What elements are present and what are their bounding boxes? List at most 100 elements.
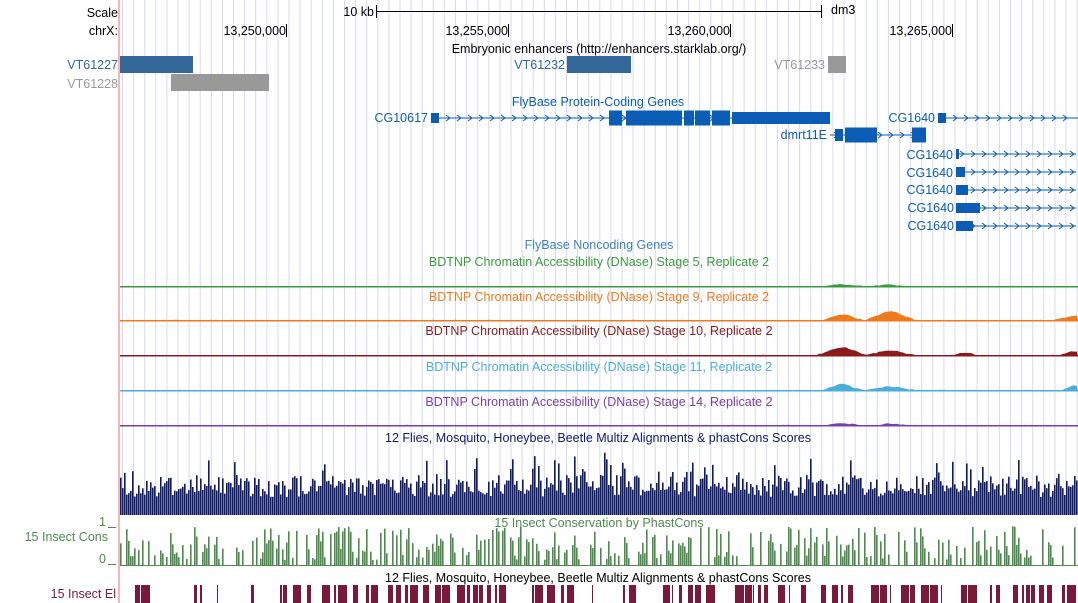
multiz-bar [500,491,502,515]
gene-label-cg1640-2[interactable]: CG1640 [906,148,953,162]
dnase-stage10-title[interactable]: BDTNP Chromatin Accessibility (DNase) St… [425,324,773,338]
phastcons-bar [852,538,854,566]
phastcons-bar [574,535,576,566]
phastcons-track-title[interactable]: 15 Insect Conservation by PhastCons [494,516,704,530]
grid-line [821,0,823,515]
multiz-bar [248,481,250,515]
multiz-bar [426,460,428,515]
dnase-stage5-title[interactable]: BDTNP Chromatin Accessibility (DNase) St… [428,255,770,269]
multiz-bar [1030,485,1032,515]
gene-exon [609,110,622,126]
multiz-bar [308,491,310,515]
enhancer-label-vt61232[interactable]: VT61232 [514,58,565,72]
multiz-bar [128,493,130,515]
enhancer-feature-vt61228[interactable] [171,74,269,91]
phastcons-bar [308,549,310,566]
multiz-bar [1022,476,1024,515]
element-block [688,585,693,603]
enhancers-track-title[interactable]: Embryonic enhancers (http://enhancers.st… [451,42,747,56]
gene-label-cg1640-6[interactable]: CG1640 [907,219,954,233]
multiz-bar [992,483,994,515]
multiz-bar [284,485,286,515]
multiz-bar [856,479,858,515]
multiz-bar [542,496,544,515]
elements-track-title[interactable]: 12 Flies, Mosquito, Honeybee, Beetle Mul… [385,571,811,585]
multiz-bar [768,479,770,515]
gene-exon [732,112,830,124]
multiz-bar [420,487,422,515]
phastcons-bar [148,541,150,566]
noncoding-track-title[interactable]: FlyBase Noncoding Genes [524,238,674,252]
element-block [758,585,761,603]
multiz-bar [316,491,318,515]
phastcons-bar [824,556,826,566]
multiz-bar [132,471,134,515]
phastcons-bar [362,550,364,566]
element-block [1062,585,1065,603]
element-block [366,585,369,603]
multiz-bar [618,494,620,515]
enhancer-feature-vt61227[interactable] [120,56,193,73]
enhancer-label-vt61227[interactable]: VT61227 [67,58,118,72]
dnase-stage9-title[interactable]: BDTNP Chromatin Accessibility (DNase) St… [428,290,770,304]
multiz-bar [402,476,404,515]
multiz-bar [576,476,578,515]
grid-line [321,0,323,515]
strand-arrow [1014,222,1020,230]
multiz-bar [678,494,680,515]
phastcons-side-label[interactable]: 15 Insect Cons [24,530,108,544]
multiz-bar [408,487,410,515]
enhancer-label-vt61233[interactable]: VT61233 [774,58,825,72]
gene-label-cg1640-5[interactable]: CG1640 [907,201,954,215]
gene-label-dmrt11e[interactable]: dmrt11E [780,128,827,142]
multiz-track-title[interactable]: 12 Flies, Mosquito, Honeybee, Beetle Mul… [385,431,811,445]
phastcons-bar [654,534,656,566]
dnase-stage14-title[interactable]: BDTNP Chromatin Accessibility (DNase) St… [425,395,773,409]
phastcons-bar [984,530,986,566]
multiz-bar [770,496,772,515]
position-tick-4 [952,24,953,37]
multiz-bar [194,492,196,515]
enhancer-label-vt61228[interactable]: VT61228 [67,77,118,91]
gene-label-cg1640-1[interactable]: CG1640 [888,111,935,125]
gene-label-cg1640-4[interactable]: CG1640 [906,183,953,197]
gene-label-cg1640-3[interactable]: CG1640 [906,166,953,180]
multiz-bar [524,493,526,515]
dnase-stage11-title[interactable]: BDTNP Chromatin Accessibility (DNase) St… [425,360,773,374]
multiz-bar [322,470,324,515]
elements-side-label[interactable]: 15 Insect El [50,587,116,601]
phastcons-bar [760,532,762,566]
phastcons-bar [726,551,728,566]
multiz-bar [340,482,342,515]
multiz-bar [350,478,352,515]
multiz-bar [626,487,628,515]
phastcons-bar [1026,550,1028,566]
multiz-bar [804,489,806,515]
multiz-bar [820,479,822,515]
multiz-bar [942,485,944,515]
position-tick-3 [730,24,731,37]
phastcons-bar [772,542,774,566]
multiz-bar [150,482,152,515]
protein-coding-track-title[interactable]: FlyBase Protein-Coding Genes [511,95,685,109]
gene-label-cg10617[interactable]: CG10617 [374,111,428,125]
multiz-bar [276,485,278,515]
enhancer-feature-vt61232[interactable] [567,56,631,73]
grid-line [554,0,556,515]
multiz-bar [886,481,888,515]
phastcons-bar [160,550,162,566]
multiz-bar [272,496,274,515]
enhancer-feature-vt61233[interactable] [828,56,846,73]
grid-line [854,0,856,515]
phastcons-bar [684,546,686,566]
phastcons-bar [928,551,930,566]
phastcons-bar [770,534,772,566]
multiz-bar [526,489,528,515]
phastcons-bar [728,531,730,566]
element-block [487,585,491,603]
multiz-bar [748,493,750,515]
phastcons-bar [380,532,382,566]
strand-arrow [985,114,991,122]
